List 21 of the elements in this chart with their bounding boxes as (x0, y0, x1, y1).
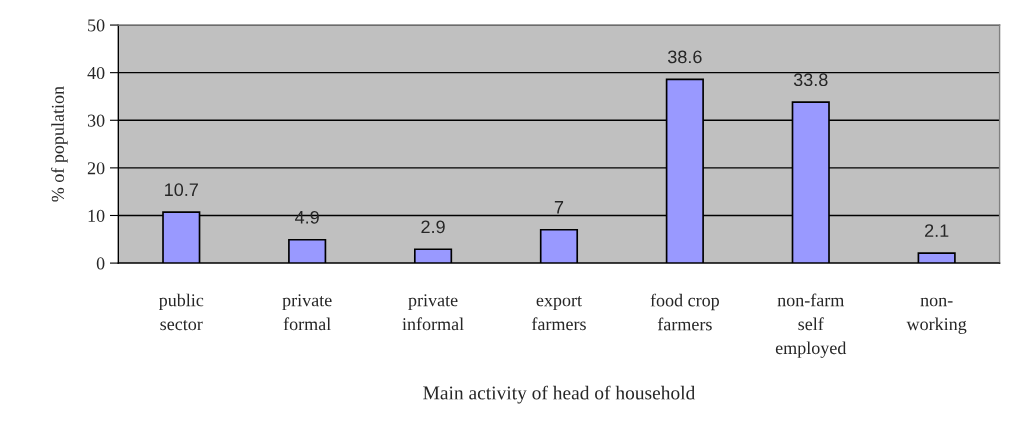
x-tick-label: private informal (402, 294, 464, 331)
data-label: 2.1 (925, 224, 949, 237)
data-label: 10.7 (165, 183, 198, 197)
y-axis-title: % of population (51, 86, 68, 202)
y-tick-label: 10 (88, 209, 105, 222)
y-tick-label: 40 (87, 66, 105, 80)
x-tick-label: export farmers (531, 296, 586, 331)
x-tick-label: non-farm self employed (775, 293, 847, 358)
x-tick-label: non- working (906, 297, 967, 334)
data-label: 38.6 (667, 50, 702, 64)
y-tick-label: 30 (87, 114, 105, 127)
y-tick-label: 20 (87, 162, 105, 175)
data-label: 7 (554, 201, 564, 214)
data-label: 33.8 (793, 73, 828, 87)
y-tick-label: 0 (96, 257, 105, 270)
x-axis-title: Main activity of head of household (423, 385, 696, 404)
x-tick-label: food crop farmers (650, 293, 719, 331)
x-tick-label: private formal (282, 294, 332, 331)
data-label: 2.9 (421, 220, 445, 234)
x-tick-label: public sector (158, 293, 204, 331)
y-tick-label: 50 (88, 19, 105, 32)
